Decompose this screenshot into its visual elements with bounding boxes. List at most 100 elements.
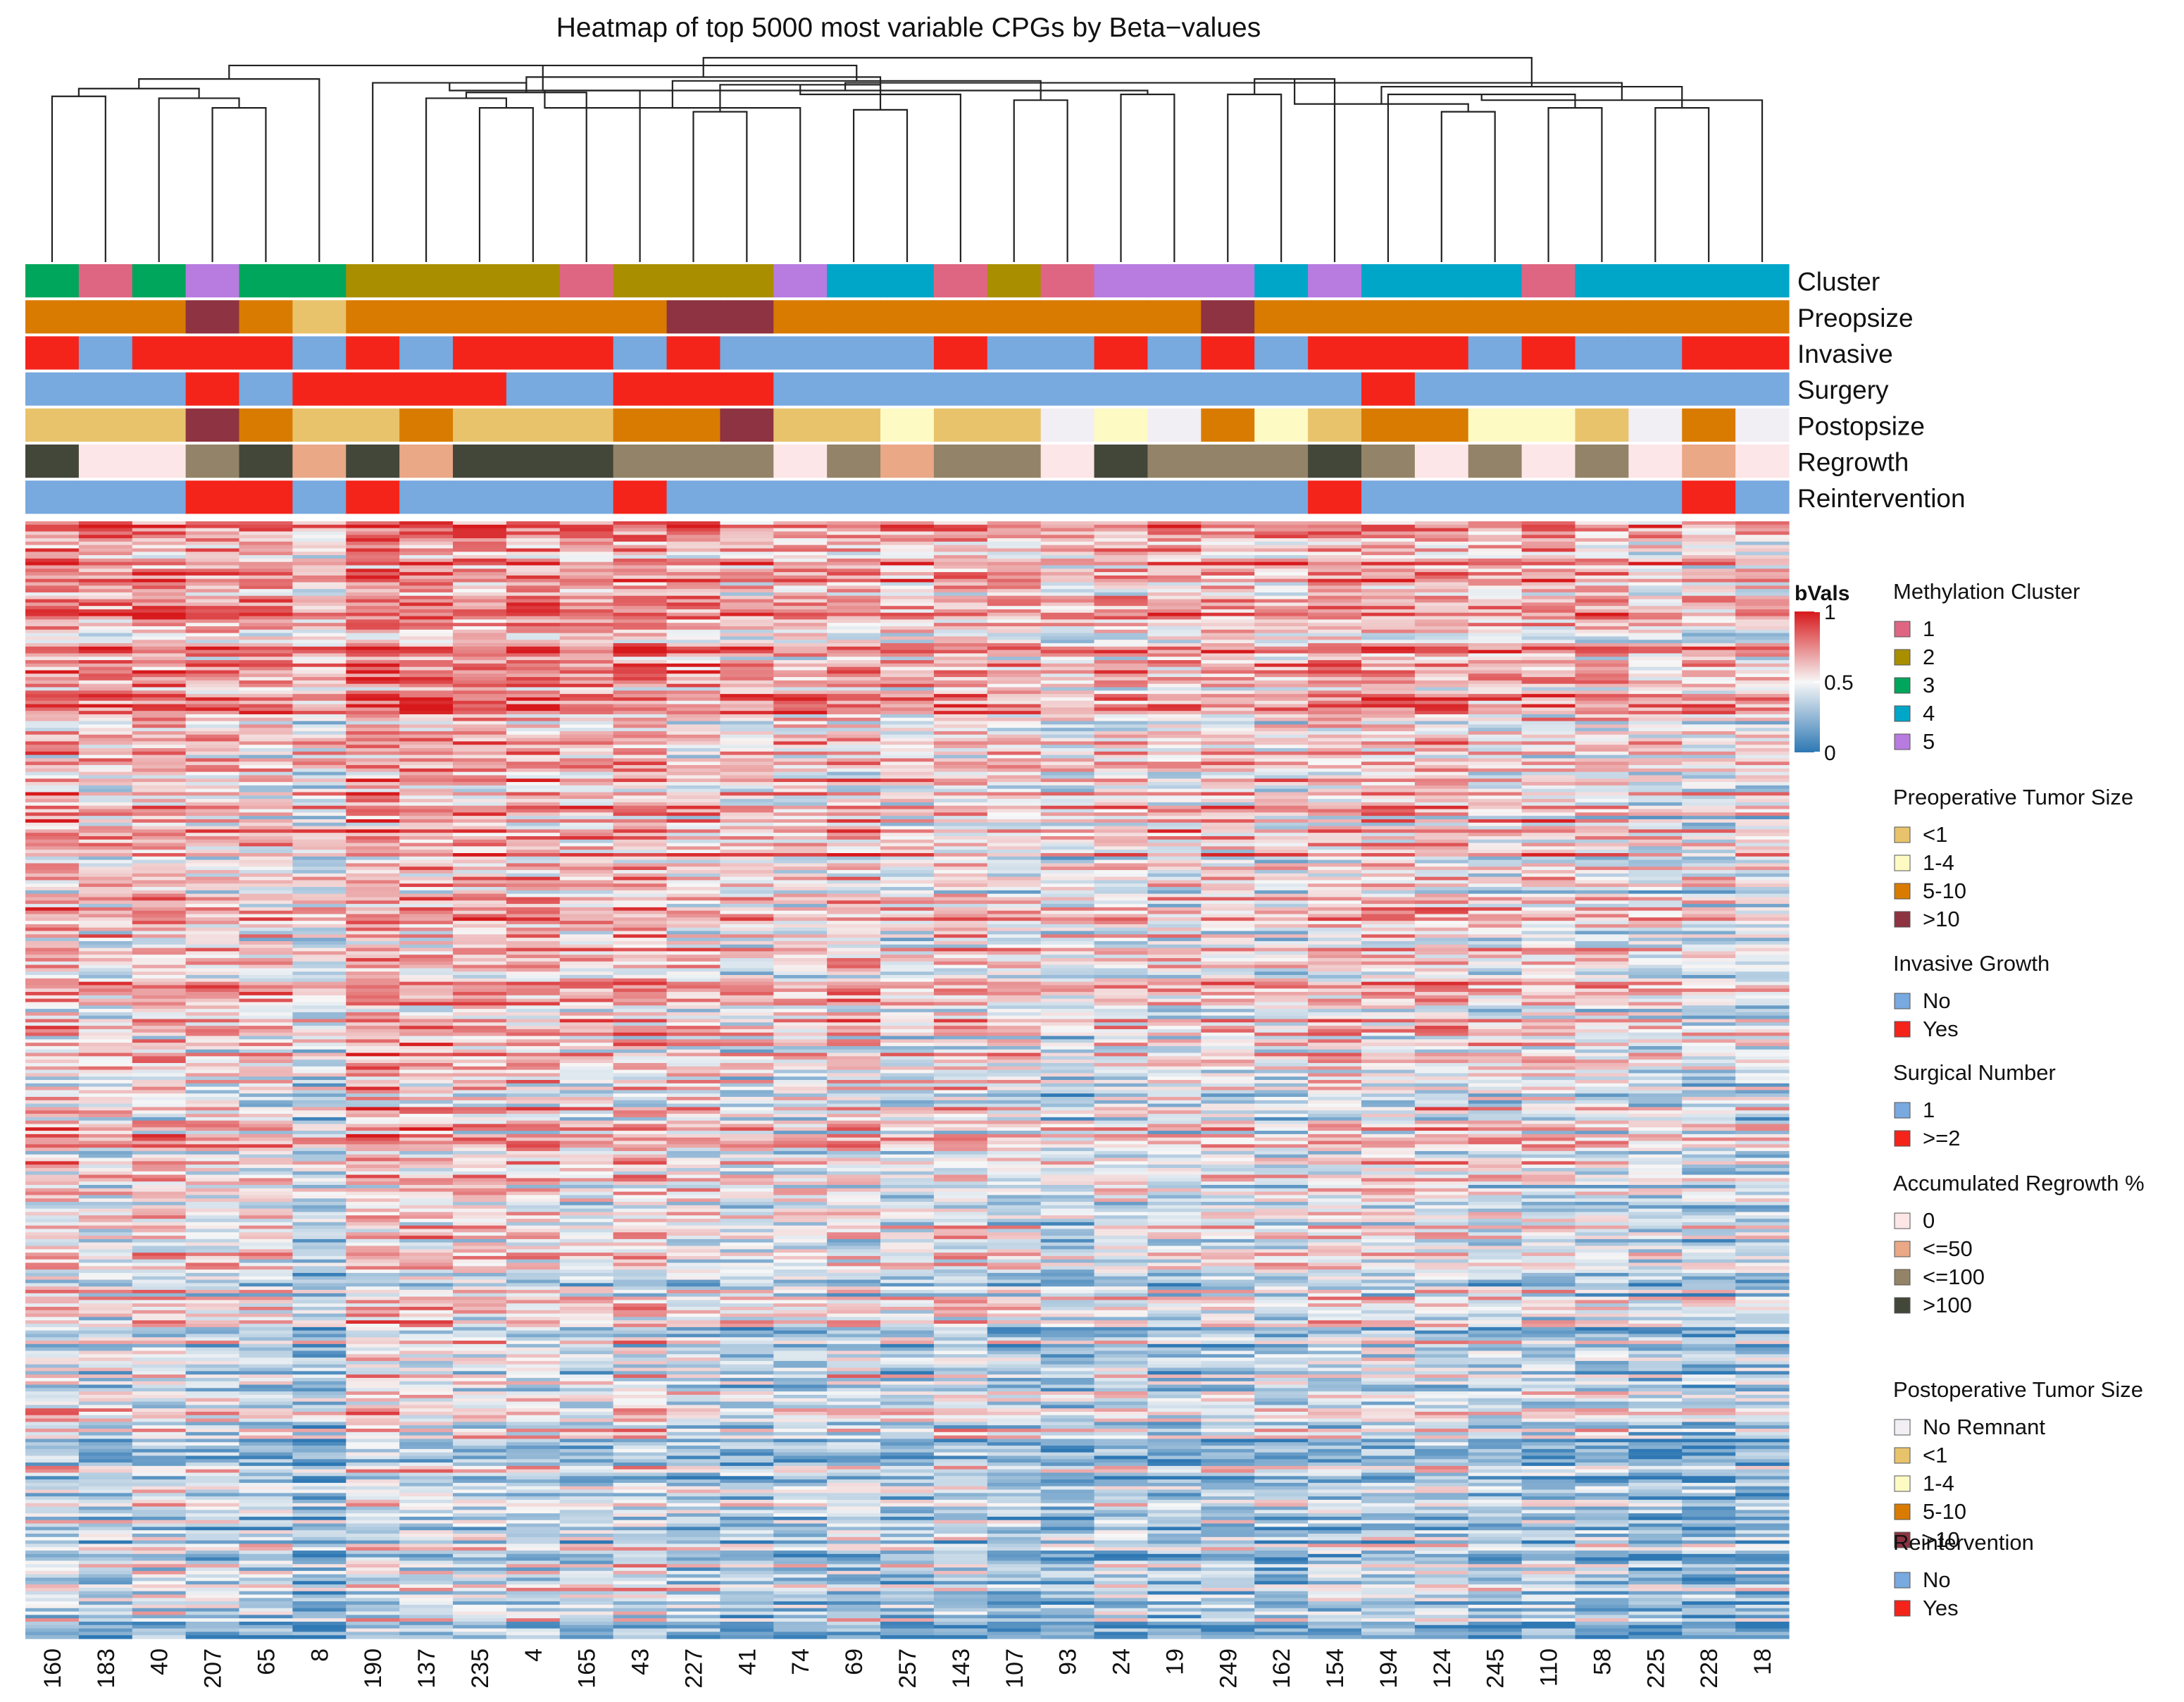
heatmap-cell — [453, 636, 507, 640]
heatmap-cell — [1682, 697, 1736, 702]
heatmap-cell — [933, 592, 988, 597]
heatmap-cell — [1414, 931, 1469, 935]
heatmap-cell — [239, 758, 293, 762]
heatmap-cell — [399, 771, 454, 776]
heatmap-cell — [346, 893, 400, 898]
heatmap-cell — [1254, 602, 1309, 607]
heatmap-cell — [720, 921, 774, 925]
heatmap-cell — [1201, 538, 1255, 542]
annotation-cell — [1521, 445, 1576, 478]
heatmap-cell — [1682, 602, 1736, 607]
heatmap-cell — [880, 653, 935, 657]
heatmap-cell — [292, 829, 347, 833]
heatmap-cell — [1735, 599, 1790, 603]
heatmap-cell — [1735, 745, 1790, 749]
heatmap-cell — [185, 612, 240, 617]
heatmap-cell — [1575, 734, 1629, 739]
heatmap-cell — [827, 944, 881, 949]
heatmap-cell — [827, 802, 881, 807]
heatmap-cell — [399, 758, 454, 762]
annotation-cell — [1575, 372, 1629, 406]
heatmap-cell — [1521, 893, 1576, 898]
heatmap-cell — [1201, 833, 1255, 837]
heatmap-cell — [239, 680, 293, 685]
heatmap-cell — [1468, 940, 1523, 945]
heatmap-cell — [1628, 785, 1683, 790]
heatmap-cell — [1094, 934, 1149, 938]
heatmap-cell — [1414, 992, 1469, 996]
heatmap-cell — [292, 524, 347, 529]
heatmap-cell — [1575, 707, 1629, 712]
heatmap-cell — [666, 795, 721, 800]
heatmap-cell — [720, 606, 774, 610]
heatmap-cell — [720, 558, 774, 563]
heatmap-cell — [25, 775, 80, 779]
heatmap-cell — [1521, 602, 1576, 607]
heatmap-cell — [1201, 964, 1255, 969]
heatmap-cell — [1521, 741, 1576, 745]
heatmap-cell — [1682, 677, 1736, 681]
heatmap-cell — [1682, 531, 1736, 535]
heatmap-cell — [132, 606, 187, 610]
heatmap-cell — [1735, 548, 1790, 552]
heatmap-cell — [132, 829, 187, 833]
dendrogram-branch — [544, 90, 801, 262]
heatmap-cell — [1094, 717, 1149, 722]
heatmap-cell — [1468, 850, 1523, 854]
heatmap-cell — [132, 893, 187, 898]
heatmap-cell — [987, 819, 1042, 824]
heatmap-cell — [613, 876, 668, 881]
heatmap-cell — [613, 704, 668, 708]
heatmap-cell — [720, 961, 774, 966]
heatmap-cell — [1521, 826, 1576, 830]
heatmap-cell — [613, 552, 668, 556]
heatmap-cell — [346, 663, 400, 668]
heatmap-cell — [880, 541, 935, 546]
heatmap-cell — [613, 839, 668, 844]
heatmap-cell — [1735, 897, 1790, 901]
heatmap-cell — [559, 944, 614, 949]
heatmap-cell — [1147, 572, 1202, 576]
heatmap-cell — [559, 917, 614, 921]
heatmap-cell — [1147, 758, 1202, 762]
heatmap-cell — [1308, 802, 1362, 807]
heatmap-cell — [1040, 734, 1095, 739]
heatmap-cell — [613, 978, 668, 983]
heatmap-cell — [1575, 599, 1629, 603]
heatmap-cell — [880, 852, 935, 857]
heatmap-cell — [1414, 863, 1469, 867]
heatmap-cell — [1414, 836, 1469, 840]
heatmap-cell — [1521, 541, 1576, 546]
heatmap-cell — [720, 657, 774, 661]
heatmap-cell — [346, 636, 400, 640]
annotation-cell — [559, 372, 614, 406]
heatmap-cell — [1414, 775, 1469, 779]
heatmap-cell — [25, 582, 80, 586]
heatmap-cell — [132, 728, 187, 732]
heatmap-cell — [1361, 704, 1416, 708]
heatmap-cell — [1735, 531, 1790, 535]
heatmap-cell — [1682, 548, 1736, 552]
heatmap-cell — [1414, 592, 1469, 597]
heatmap-cell — [1040, 663, 1095, 668]
heatmap-cell — [453, 951, 507, 955]
annotation-label: Preopsize — [1797, 304, 1914, 333]
heatmap-cell — [346, 741, 400, 745]
heatmap-cell — [78, 606, 133, 610]
heatmap-cell — [1414, 846, 1469, 850]
heatmap-cell — [1308, 738, 1362, 742]
heatmap-cell — [1147, 833, 1202, 837]
heatmap-cell — [1254, 650, 1309, 654]
heatmap-cell — [25, 690, 80, 695]
heatmap-cell — [720, 778, 774, 783]
heatmap-cell — [1468, 839, 1523, 844]
heatmap-cell — [666, 758, 721, 762]
heatmap-cell — [1361, 589, 1416, 593]
heatmap-cell — [1575, 555, 1629, 559]
heatmap-cell — [1201, 846, 1255, 850]
heatmap-cell — [239, 782, 293, 786]
heatmap-cell — [1735, 876, 1790, 881]
annotation-cell — [1308, 480, 1362, 514]
heatmap-cell — [346, 677, 400, 681]
heatmap-cell — [346, 569, 400, 573]
